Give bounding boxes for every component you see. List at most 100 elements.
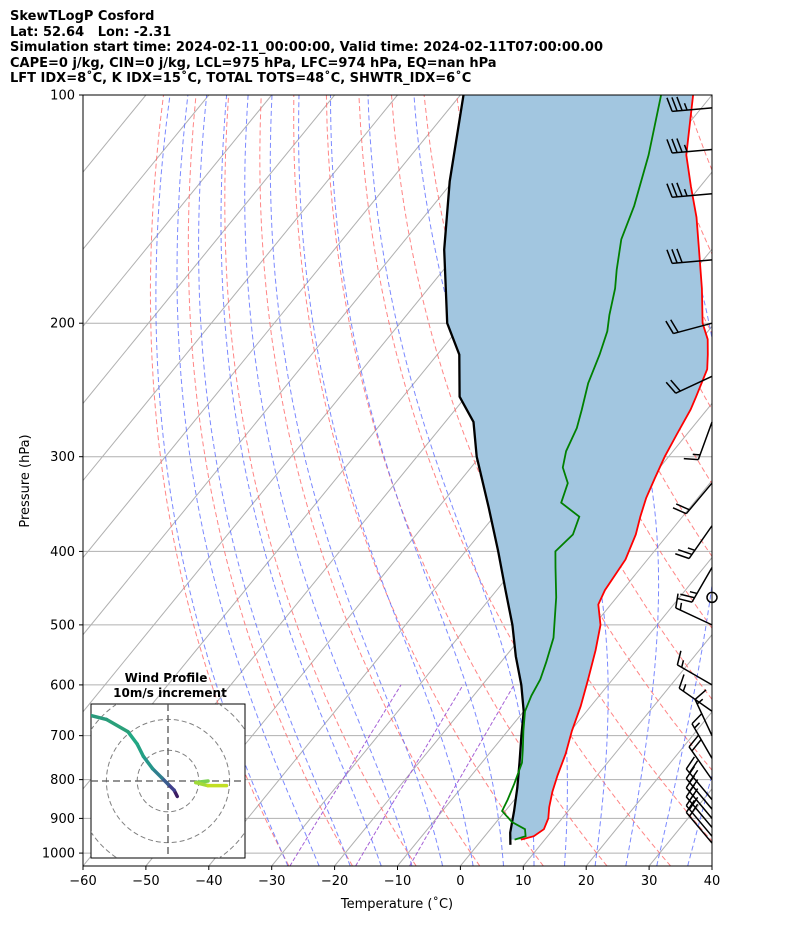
- dry-adiabat: [783, 95, 794, 866]
- hodograph-segment: [60, 701, 82, 713]
- x-tick-label: 20: [578, 874, 595, 889]
- y-tick-label: 900: [50, 812, 75, 827]
- isotherm-line: [83, 95, 461, 559]
- wind-barb: [675, 593, 713, 626]
- isotherm-line: [397, 479, 712, 866]
- cape-cin-shading: [444, 95, 708, 840]
- dry-adiabat: [259, 95, 481, 866]
- moist-adiabat: [298, 95, 474, 866]
- isotherm-line: [83, 95, 335, 405]
- moist-adiabat: [687, 772, 712, 866]
- moist-adiabat: [155, 95, 289, 866]
- moist-adiabat: [198, 95, 351, 866]
- moist-adiabat: [269, 95, 444, 866]
- dry-adiabat: [750, 95, 794, 866]
- wind-barb: [677, 567, 713, 603]
- wind-barb: [666, 248, 713, 265]
- wind-barb: [666, 96, 713, 113]
- wind-barb: [672, 482, 713, 515]
- x-tick-label: −20: [321, 874, 348, 889]
- wind-barb: [691, 712, 713, 759]
- moist-adiabat: [367, 95, 535, 866]
- y-tick-label: 800: [50, 773, 75, 788]
- y-tick-label: 500: [50, 618, 75, 633]
- wind-barb: [694, 689, 713, 736]
- x-tick-label: −10: [384, 874, 411, 889]
- mixing-ratio-line: [355, 684, 464, 866]
- title-times: Simulation start time: 2024-02-11_00:00:…: [10, 40, 603, 56]
- wind-barb: [688, 735, 713, 781]
- hodograph-segment: [150, 766, 164, 780]
- x-tick-label: −30: [258, 874, 285, 889]
- mixing-ratio-line: [409, 684, 515, 866]
- hodograph-segment: [126, 729, 139, 746]
- hodograph-segment: [141, 754, 155, 771]
- y-axis-label: Pressure (hPa): [18, 434, 33, 527]
- title-stability-indices: LFT IDX=8˚C, K IDX=15˚C, TOTAL TOTS=48˚C…: [10, 71, 472, 87]
- wind-barb: [665, 319, 713, 335]
- y-tick-label: 100: [50, 89, 75, 104]
- x-axis-label: Temperature (˚C): [340, 896, 453, 912]
- wind-barb: [685, 756, 713, 801]
- wind-barb: [678, 674, 713, 712]
- y-tick-label: 600: [50, 678, 75, 693]
- title-cape-indices: CAPE=0 j/kg, CIN=0 j/kg, LCL=975 hPa, LF…: [10, 55, 497, 71]
- wind-barb: [675, 525, 713, 560]
- temperature-line: [520, 95, 709, 841]
- moist-adiabat: [220, 95, 382, 866]
- isotherm-line: [83, 95, 84, 96]
- hodograph-segment: [104, 717, 130, 734]
- dry-adiabat: [224, 95, 417, 866]
- x-tick-label: 10: [515, 874, 532, 889]
- dry-adiabat: [149, 95, 290, 866]
- dry-adiabat: [187, 95, 353, 866]
- mixing-ratio-line: [289, 684, 402, 866]
- title-location: Lat: 52.64 Lon: -2.31: [10, 24, 172, 40]
- wind-barb: [665, 375, 713, 394]
- dry-adiabat: [684, 95, 712, 172]
- hodograph-inset: Wind Profile 10m/s increment: [60, 671, 246, 859]
- axes: Temperature (˚C) Pressure (hPa) −60 −50 −4…: [18, 89, 720, 913]
- y-tick-label: 200: [50, 317, 75, 332]
- hodograph-segment: [193, 780, 210, 788]
- wind-barb: [683, 421, 713, 461]
- negative-area-shading: [444, 95, 708, 840]
- dewpoint-line: [501, 95, 662, 841]
- hodograph-title: Wind Profile: [125, 671, 208, 685]
- dry-adiabat: [586, 95, 712, 411]
- moist-adiabat: [644, 95, 712, 866]
- hodograph-segment: [91, 713, 109, 722]
- y-tick-label: 300: [50, 450, 75, 465]
- isotherm-line: [83, 95, 210, 250]
- y-tick-label: 400: [50, 545, 75, 560]
- moist-adiabat: [244, 95, 413, 866]
- moist-adiabat: [176, 95, 320, 866]
- hodograph-segment: [135, 742, 146, 759]
- wind-barb: [666, 138, 713, 154]
- isotherm-line: [522, 633, 712, 866]
- dry-adiabat: [325, 95, 608, 866]
- isotherm-line: [83, 95, 524, 636]
- sounding-profiles: [443, 95, 709, 845]
- dry-adiabat: [293, 95, 544, 866]
- isotherm-line: [83, 95, 273, 328]
- x-tick-label: 30: [641, 874, 658, 889]
- wind-barb: [666, 182, 713, 199]
- wind-barb: [685, 799, 713, 844]
- hodograph-subtitle: 10m/s increment: [113, 686, 227, 700]
- isotherm-line: [711, 865, 712, 866]
- isotherm-line: [83, 95, 398, 482]
- y-tick-label: 700: [50, 729, 75, 744]
- x-tick-label: −60: [69, 874, 96, 889]
- wind-barb: [676, 650, 713, 686]
- moist-adiabat: [330, 95, 504, 866]
- x-tick-label: 0: [456, 874, 464, 889]
- y-tick-label: 1000: [42, 847, 75, 862]
- chart-title-block: SkewTLogP Cosford Lat: 52.64 Lon: -2.31 …: [10, 9, 603, 87]
- x-tick-label: 40: [704, 874, 721, 889]
- moist-adiabat: [719, 95, 794, 866]
- parcel-profile-line: [443, 95, 525, 845]
- title-station: SkewTLogP Cosford: [10, 9, 155, 24]
- x-tick-label: −50: [132, 874, 159, 889]
